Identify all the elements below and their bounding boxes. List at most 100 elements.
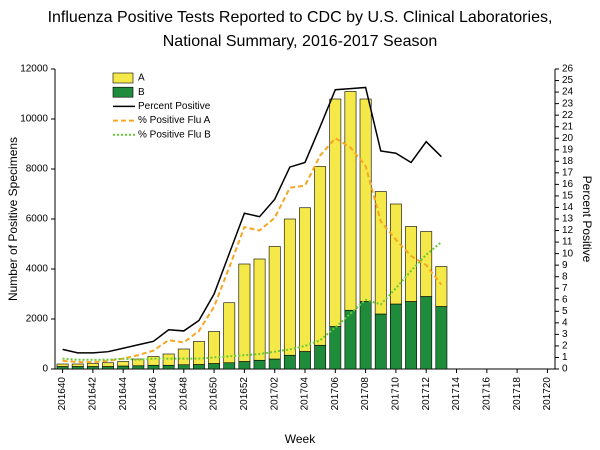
bar — [268, 358, 281, 370]
y2-tick-label: 24 — [562, 87, 574, 98]
bar — [193, 364, 205, 370]
bar — [344, 309, 357, 370]
y2-tick-label: 13 — [562, 214, 574, 225]
bar — [86, 363, 99, 367]
x-tick-label: 201706 — [330, 377, 341, 411]
y2-tick-label: 14 — [562, 202, 574, 213]
y-tick-label: 12000 — [20, 64, 48, 75]
bar — [132, 365, 145, 370]
y2-tick-label: 11 — [562, 237, 573, 248]
bar — [299, 351, 311, 370]
bar — [238, 263, 251, 362]
x-tick-label: 201712 — [421, 377, 432, 411]
bar — [329, 98, 342, 327]
x-tick-label: 201642 — [88, 377, 99, 411]
bar — [238, 361, 251, 370]
y2-tick-label: 9 — [562, 260, 568, 271]
legend-swatch — [112, 72, 134, 84]
x-tick-label: 201648 — [178, 377, 189, 411]
y2-tick-label: 6 — [562, 294, 568, 305]
y2-tick-label: 4 — [562, 317, 568, 328]
y2-tick-label: 1 — [562, 352, 568, 363]
bar — [374, 313, 387, 370]
x-tick-label: 201716 — [481, 377, 492, 411]
bar — [162, 353, 175, 366]
bar — [359, 301, 372, 370]
y2-tick-label: 23 — [562, 98, 574, 109]
bar — [390, 203, 402, 305]
bar — [268, 246, 281, 360]
x-tick-label: 201704 — [300, 377, 311, 411]
y2-tick-label: 0 — [562, 364, 568, 375]
bar — [359, 98, 372, 302]
y2-axis-label: Percent Positive — [580, 176, 594, 263]
bar — [177, 348, 190, 366]
bar — [405, 301, 417, 370]
x-tick-label: 201718 — [512, 377, 523, 411]
bar — [223, 302, 236, 364]
x-tick-label: 201714 — [451, 377, 462, 411]
x-tick-label: 201650 — [209, 377, 220, 411]
bar — [177, 364, 190, 370]
bar — [314, 166, 327, 346]
bar — [132, 358, 145, 367]
bar — [223, 362, 236, 370]
bar — [208, 331, 220, 364]
y2-tick-label: 21 — [562, 121, 574, 132]
bar — [147, 364, 160, 370]
legend-label: B — [138, 87, 145, 98]
y-tick-label: 8000 — [26, 164, 49, 175]
y2-tick-label: 5 — [562, 306, 568, 317]
bar — [147, 356, 160, 366]
x-tick-label: 201702 — [269, 377, 280, 411]
bar — [314, 344, 327, 370]
legend-label: Percent Positive — [138, 101, 211, 112]
legend-label: A — [138, 73, 145, 84]
y2-tick-label: 25 — [562, 75, 574, 86]
y2-tick-label: 3 — [562, 329, 568, 340]
x-tick-label: 201652 — [239, 377, 250, 411]
x-tick-label: 201710 — [391, 377, 402, 411]
y-tick-label: 6000 — [26, 214, 49, 225]
x-axis-label: Week — [285, 432, 316, 446]
bar — [253, 258, 266, 361]
y2-tick-label: 8 — [562, 271, 568, 282]
bar — [193, 341, 205, 365]
bar — [329, 326, 342, 370]
y2-tick-label: 10 — [562, 248, 574, 259]
y2-tick-label: 22 — [562, 110, 574, 121]
y2-tick-label: 18 — [562, 156, 574, 167]
bar — [435, 266, 448, 307]
bar — [405, 226, 417, 302]
y-axis-label: Number of Positive Specimens — [6, 137, 20, 301]
y2-tick-label: 12 — [562, 225, 574, 236]
bar — [56, 366, 69, 370]
y2-tick-label: 15 — [562, 191, 574, 202]
bar — [283, 218, 296, 356]
line-series — [62, 136, 443, 364]
legend-label: % Positive Flu A — [138, 115, 211, 126]
bar — [208, 363, 220, 370]
y2-tick-label: 26 — [562, 64, 574, 75]
bar — [344, 91, 357, 311]
legend-label: % Positive Flu B — [138, 129, 211, 140]
y-tick-label: 4000 — [26, 264, 49, 275]
y2-tick-label: 16 — [562, 179, 574, 190]
line-series — [62, 86, 442, 354]
y2-tick-label: 20 — [562, 133, 574, 144]
bar — [299, 207, 311, 352]
legend-swatch — [112, 86, 134, 98]
bar — [162, 364, 175, 370]
bar — [71, 366, 84, 370]
y-tick-label: 10000 — [20, 114, 48, 125]
bar — [283, 354, 296, 370]
y-tick-label: 0 — [42, 364, 48, 375]
bar — [253, 359, 266, 370]
x-tick-label: 201708 — [360, 377, 371, 411]
chart-title: Influenza Positive Tests Reported to CDC… — [48, 9, 553, 26]
x-tick-label: 201640 — [57, 377, 68, 411]
bar — [102, 362, 114, 367]
bar — [117, 365, 130, 370]
line-series — [62, 241, 443, 361]
y2-tick-label: 17 — [562, 167, 574, 178]
